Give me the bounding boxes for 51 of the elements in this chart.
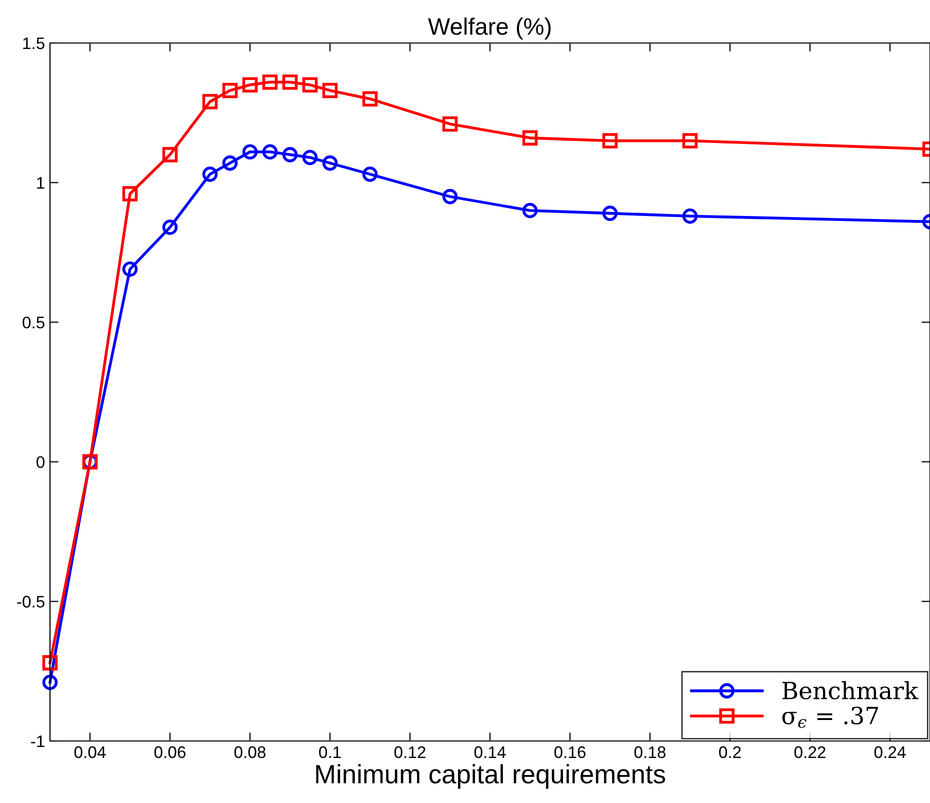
y-tick-label: 0.5 bbox=[22, 316, 44, 328]
x-tick-label: 0.14 bbox=[474, 746, 506, 758]
point bbox=[42, 674, 58, 690]
point bbox=[442, 188, 458, 204]
y-tick-label: 1.5 bbox=[23, 38, 44, 50]
y-tick-label: -0.5 bbox=[17, 596, 44, 608]
x-tick-label: 0.04 bbox=[74, 746, 106, 758]
point bbox=[242, 77, 258, 93]
point bbox=[602, 206, 618, 221]
legend-label: Benchmark bbox=[782, 681, 918, 700]
x-axis-title: Minimum capital requirements bbox=[316, 764, 666, 789]
point bbox=[42, 655, 58, 670]
point bbox=[262, 144, 278, 160]
point bbox=[362, 166, 378, 182]
point bbox=[162, 220, 178, 235]
y-tick-label: 1 bbox=[37, 177, 44, 189]
x-tick-label: 0.08 bbox=[234, 746, 266, 758]
point bbox=[242, 144, 258, 160]
y-tick-label: 0 bbox=[36, 456, 44, 468]
point bbox=[602, 133, 618, 148]
point bbox=[362, 91, 378, 106]
x-tick-label: 0.16 bbox=[554, 746, 586, 758]
y-tick-label: -1 bbox=[31, 736, 44, 748]
x-tick-label: 0.22 bbox=[794, 746, 826, 758]
point bbox=[322, 155, 338, 171]
point bbox=[202, 94, 218, 110]
point bbox=[322, 82, 338, 98]
point bbox=[222, 155, 238, 171]
point bbox=[262, 74, 278, 90]
point bbox=[202, 166, 218, 182]
point bbox=[122, 186, 138, 202]
chart-title: Welfare (%) bbox=[428, 18, 551, 40]
point bbox=[302, 77, 318, 93]
x-tick-label: 0.06 bbox=[154, 746, 186, 758]
point bbox=[222, 82, 238, 98]
point bbox=[522, 130, 538, 146]
x-tick-label: 0.2 bbox=[719, 746, 741, 758]
point bbox=[282, 74, 298, 90]
point bbox=[302, 150, 318, 166]
x-tick-label: 0.12 bbox=[394, 746, 426, 758]
point bbox=[282, 147, 298, 162]
point bbox=[522, 202, 538, 218]
point bbox=[122, 262, 138, 277]
legend-label: σ$_{ϵ}$ = .37 bbox=[782, 706, 878, 728]
point bbox=[162, 147, 178, 162]
point bbox=[682, 208, 698, 224]
x-tick-label: 0.18 bbox=[634, 746, 666, 758]
point bbox=[442, 116, 458, 132]
point bbox=[682, 133, 698, 148]
x-tick-label: 0.1 bbox=[319, 746, 341, 758]
x-tick-label: 0.24 bbox=[874, 746, 906, 758]
